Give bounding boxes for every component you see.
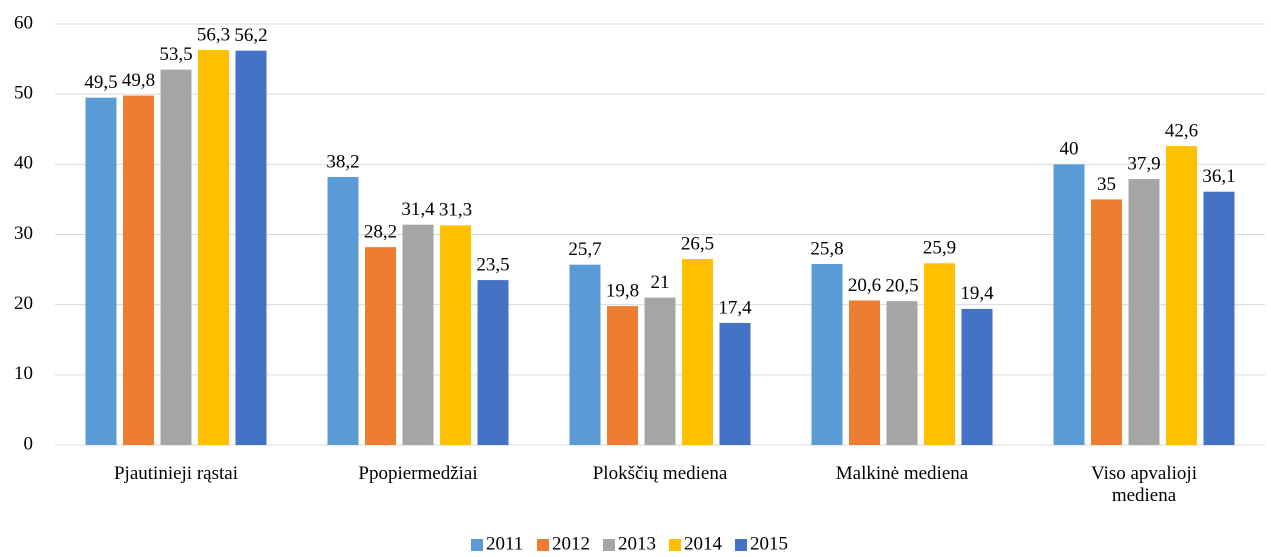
bar [1128, 179, 1160, 445]
bar [811, 263, 843, 445]
legend-label: 2012 [552, 533, 590, 554]
data-label: 26,5 [681, 233, 714, 254]
x-tick-label: Malkinė mediena [835, 463, 969, 484]
bar [235, 50, 267, 446]
data-label: 31,4 [401, 199, 435, 220]
data-label: 20,6 [848, 275, 881, 296]
bar [886, 301, 918, 445]
legend-swatch [537, 539, 549, 551]
bar [849, 300, 880, 445]
bar [1203, 191, 1235, 445]
data-label: 20,5 [885, 276, 918, 297]
bar [365, 247, 396, 445]
data-label: 19,8 [606, 280, 639, 301]
data-label: 23,5 [476, 254, 509, 275]
bar [327, 176, 359, 446]
bar [402, 224, 434, 445]
y-tick-label: 0 [24, 433, 34, 454]
bar [440, 225, 471, 445]
legend-swatch [471, 539, 483, 551]
data-label: 42,6 [1165, 120, 1198, 141]
bar [85, 97, 117, 446]
bar [607, 306, 638, 445]
data-label: 17,4 [718, 297, 752, 318]
data-label: 21 [651, 272, 670, 293]
x-tick-label: Plokščių mediena [592, 463, 728, 484]
bar [682, 259, 713, 445]
data-label: 49,5 [84, 72, 117, 93]
data-label: 56,2 [234, 25, 267, 46]
x-tick-label: Pjautinieji rąstai [113, 463, 238, 484]
bar [1053, 164, 1085, 446]
legend-swatch [735, 539, 747, 551]
bar [1166, 146, 1197, 445]
bar [160, 69, 192, 445]
bar [1091, 199, 1122, 445]
bar [719, 322, 751, 445]
legend-label: 2014 [684, 533, 723, 554]
legend-label: 2013 [618, 533, 656, 554]
y-tick-label: 50 [14, 83, 33, 104]
y-tick-label: 60 [14, 12, 33, 33]
data-label: 35 [1097, 174, 1116, 195]
bar [198, 49, 229, 445]
bar [924, 263, 955, 445]
data-label: 31,3 [439, 200, 472, 221]
legend-swatch [669, 539, 681, 551]
data-label: 53,5 [159, 44, 192, 65]
y-tick-label: 20 [14, 293, 33, 314]
data-label: 49,8 [122, 70, 155, 91]
bar [961, 308, 993, 445]
data-label: 19,4 [960, 283, 994, 304]
data-label: 56,3 [197, 24, 230, 45]
bar [569, 264, 601, 445]
legend-label: 2011 [486, 533, 523, 554]
data-label: 25,7 [568, 239, 601, 260]
data-label: 40 [1060, 139, 1079, 160]
x-tick-label: Viso apvalioji mediena [1091, 463, 1197, 506]
data-label: 25,9 [923, 238, 956, 259]
legend-swatch [603, 539, 615, 551]
data-label: 36,1 [1202, 166, 1235, 187]
data-label: 28,2 [364, 221, 397, 242]
data-label: 25,8 [810, 238, 843, 259]
legend-label: 2015 [750, 533, 788, 554]
data-label: 37,9 [1127, 153, 1160, 174]
x-tick-label: Ppopiermedžiai [358, 463, 478, 484]
data-label: 38,2 [326, 151, 359, 172]
bar [477, 280, 509, 445]
y-tick-label: 10 [14, 363, 33, 384]
bar [644, 297, 676, 445]
y-tick-label: 40 [14, 153, 33, 174]
bar [123, 95, 154, 445]
y-tick-label: 30 [14, 223, 33, 244]
